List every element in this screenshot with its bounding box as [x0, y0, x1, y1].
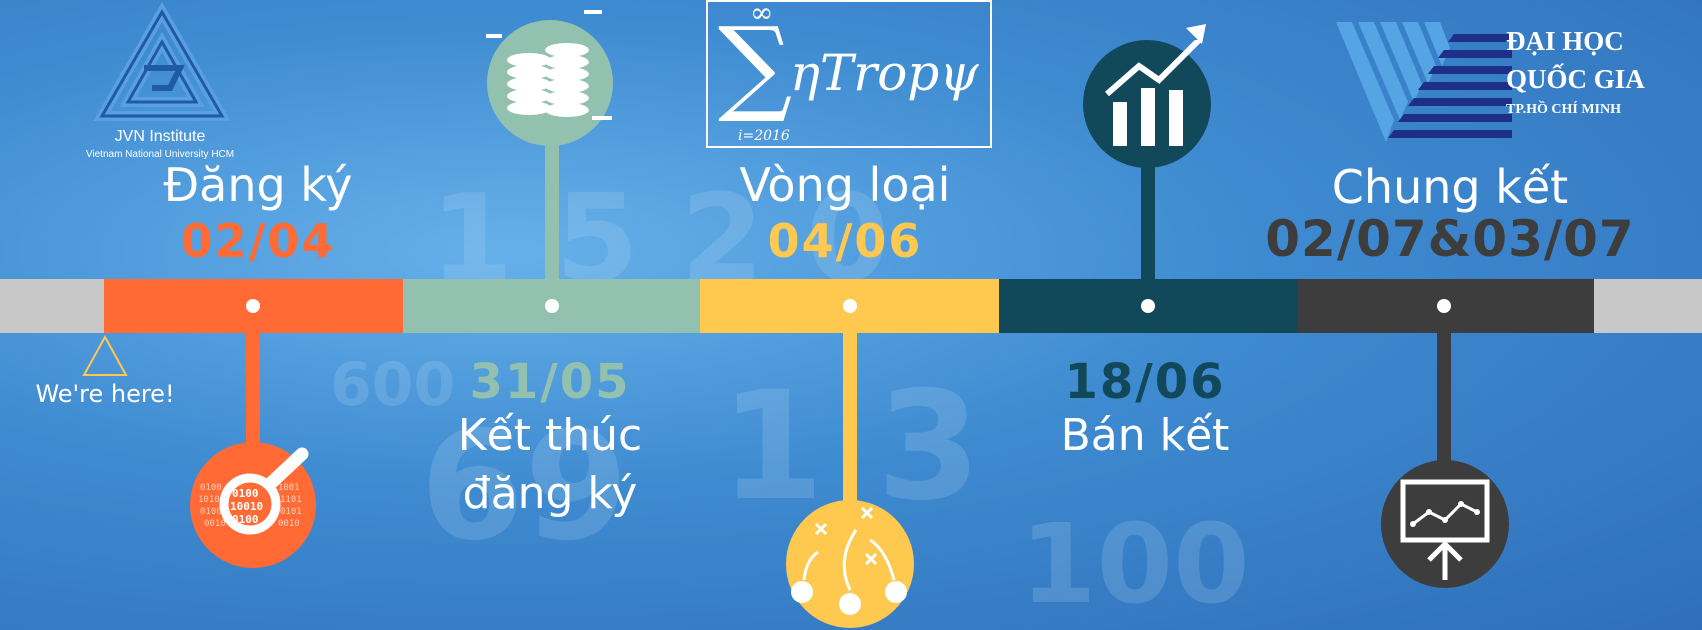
svg-text:0100: 0100 [200, 507, 222, 517]
timeline-dot-1 [246, 299, 260, 313]
strategy-icon [786, 500, 914, 628]
vnu-line3: TP.HỒ CHÍ MINH [1506, 102, 1621, 117]
timeline-track-end [1594, 279, 1702, 333]
growth-chart-icon [1083, 40, 1211, 168]
svg-text:1001: 1001 [278, 483, 300, 493]
svg-text:10010: 10010 [230, 500, 263, 513]
stage-4-date: 18/06 [1064, 354, 1226, 410]
stage-2-date: 31/05 [469, 354, 631, 410]
entropy-sigma: ∑ [718, 4, 793, 126]
vnu-line2: QUỐC GIA [1506, 64, 1645, 94]
stage-3-label: Vòng loại [739, 158, 951, 212]
timeline-dot-5 [1437, 299, 1451, 313]
stem-4 [1141, 150, 1155, 282]
vnu-logo-icon [1336, 22, 1512, 142]
stage-5-label: Chung kết [1331, 160, 1569, 214]
stem-2 [545, 120, 559, 282]
stem-1 [246, 306, 260, 456]
stage-3-date: 04/06 [767, 214, 923, 268]
triangle-marker-icon [82, 335, 128, 376]
stage-4-label: Bán kết [1060, 410, 1230, 461]
vnu-line1: ĐẠI HỌC [1506, 26, 1624, 56]
background-decoration: 69 [420, 400, 629, 574]
jvn-logo-icon [93, 2, 231, 121]
svg-text:0100: 0100 [232, 513, 259, 526]
timeline-dot-4 [1141, 299, 1155, 313]
entropy-logo: ∞ ∑ ηTropψ i=2016 [706, 0, 992, 148]
stem-3 [843, 306, 857, 506]
stage-2-label-line1: Kết thúc [457, 410, 643, 461]
svg-text:1010: 1010 [198, 495, 220, 505]
stem-5 [1437, 306, 1451, 476]
svg-text:0010: 0010 [204, 519, 226, 529]
stage-2-label-line2: đăng ký [462, 468, 638, 519]
background-decoration: 100 [1020, 500, 1250, 628]
timeline-dot-2 [545, 299, 559, 313]
svg-text:0010: 0010 [278, 519, 300, 529]
stage-5-date: 02/07&03/07 [1265, 210, 1635, 268]
entropy-word: ηTropψ [790, 44, 979, 102]
svg-text:0101: 0101 [280, 507, 302, 517]
background-decoration: 600 [330, 350, 456, 420]
svg-text:0100: 0100 [200, 483, 222, 493]
jvn-title: JVN Institute [114, 128, 206, 145]
presentation-icon [1381, 460, 1509, 588]
timeline-track-start [0, 279, 104, 333]
entropy-infinity: ∞ [750, 0, 774, 29]
jvn-subtitle: Vietnam National University HCM [85, 149, 235, 160]
current-position-marker: We're here! [35, 380, 175, 408]
magnifier-icon: 0100 1001 1010 1101 0100 0101 0010 0010 0100… [190, 442, 316, 568]
stage-1-label: Đăng ký [163, 158, 353, 212]
svg-text:0100: 0100 [232, 487, 259, 500]
coins-icon [487, 20, 613, 146]
stage-1-date: 02/04 [180, 214, 336, 268]
coin-lines-icon [486, 10, 612, 120]
entropy-index: i=2016 [738, 128, 790, 144]
arrow-head-icon [1186, 24, 1206, 44]
timeline-dot-3 [843, 299, 857, 313]
svg-text:1101: 1101 [280, 495, 302, 505]
